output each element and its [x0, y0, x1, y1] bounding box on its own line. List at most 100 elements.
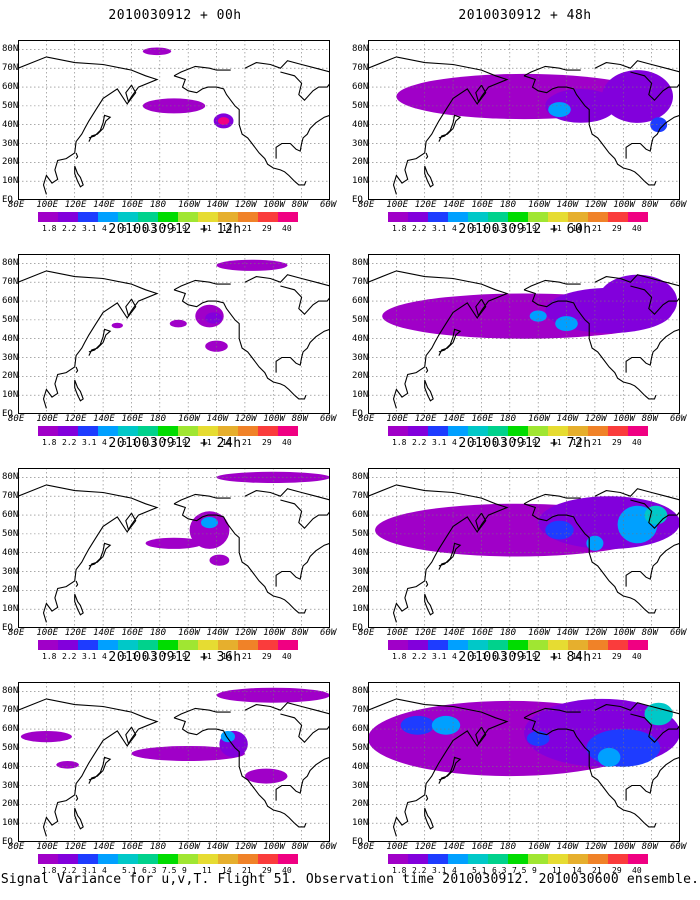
- lon-label: 160E: [121, 200, 144, 210]
- colorbar-swatch: [608, 426, 628, 436]
- coastline: [275, 114, 330, 159]
- coastline: [625, 542, 680, 587]
- colorbar-swatch: [388, 854, 408, 864]
- lat-label: 80N: [2, 44, 19, 55]
- lat-label: 10N: [352, 604, 369, 615]
- lat-label: 40N: [352, 761, 369, 772]
- lat-label: 40N: [2, 119, 19, 130]
- lat-label: 10N: [2, 176, 19, 187]
- colorbar-swatch: [238, 640, 258, 650]
- coastline: [280, 713, 330, 743]
- lat-label: 30N: [352, 566, 369, 577]
- lon-label: 140W: [206, 842, 229, 852]
- lat-label: 10N: [2, 818, 19, 829]
- lat-label: 20N: [2, 157, 19, 168]
- colorbar-label: 21: [592, 438, 602, 447]
- lon-label: 80E: [8, 200, 25, 210]
- colorbar-label: 2.2: [412, 224, 427, 233]
- lat-label: 40N: [352, 333, 369, 344]
- lon-label: 140E: [443, 200, 465, 210]
- colorbar-label: 7.5: [162, 224, 177, 233]
- colorbar-swatch: [98, 854, 118, 864]
- coastline: [368, 698, 509, 837]
- lon-label: 120W: [234, 628, 257, 638]
- variance-region: [189, 511, 230, 549]
- colorbar-label: 6.3: [492, 866, 507, 875]
- forecast-panel: 2010030912 + 60h 80N 70N 60N 50N 40N 30N 20N 10N…: [350, 214, 700, 447]
- lat-label: 20N: [352, 157, 369, 168]
- colorbar-label: 11: [202, 224, 212, 233]
- colorbar-swatch: [508, 212, 528, 222]
- lon-label: 180: [149, 414, 167, 424]
- lon-label: 140E: [93, 628, 115, 638]
- lon-label: 160W: [528, 842, 550, 852]
- colorbar-label: 1.8: [392, 652, 407, 661]
- coastline: [594, 488, 680, 501]
- colorbar-label: 9: [182, 866, 187, 875]
- lat-label: 50N: [352, 742, 369, 753]
- colorbar-swatch: [408, 212, 428, 222]
- colorbar-label: 4: [102, 438, 107, 447]
- coastline: [475, 726, 487, 746]
- lon-label: 140W: [206, 414, 229, 424]
- colorbar-swatch: [58, 854, 78, 864]
- lon-label: 120W: [584, 628, 607, 638]
- colorbar-swatch: [58, 426, 78, 436]
- coastline: [625, 756, 680, 801]
- lon-label: 140E: [93, 200, 115, 210]
- colorbar-label: 5.1: [122, 438, 137, 447]
- colorbar-swatch: [508, 854, 528, 864]
- colorbar-label: 14: [222, 652, 232, 661]
- lat-label: 50N: [2, 100, 19, 111]
- lat-label: EQ: [352, 623, 363, 633]
- coastline: [173, 65, 231, 77]
- coastline: [523, 65, 581, 77]
- lon-label: 60W: [670, 628, 687, 638]
- variance-region: [650, 117, 668, 133]
- lon-label: 100E: [386, 842, 409, 852]
- colorbar-swatch: [118, 426, 138, 436]
- coastline: [275, 756, 330, 801]
- lat-label: 50N: [352, 314, 369, 325]
- lat-label: EQ: [352, 837, 363, 847]
- colorbar-label: 9: [532, 438, 537, 447]
- lon-label: 80E: [358, 414, 375, 424]
- lon-label: 100E: [386, 414, 409, 424]
- variance-map: [18, 40, 330, 200]
- colorbar-swatch: [508, 426, 528, 436]
- coastline: [75, 152, 79, 159]
- coastline: [425, 366, 429, 373]
- colorbar-label: 5.1: [472, 652, 487, 661]
- coastline: [18, 270, 159, 409]
- colorbar-label: 1.8: [392, 866, 407, 875]
- coastline: [368, 56, 509, 195]
- colorbar-swatch: [468, 854, 488, 864]
- variance-region: [56, 761, 79, 769]
- colorbar-swatch: [98, 426, 118, 436]
- colorbar-label: 6.3: [142, 866, 157, 875]
- colorbar-swatch: [278, 212, 298, 222]
- colorbar-label: 4: [102, 224, 107, 233]
- variance-region: [548, 102, 571, 118]
- colorbar-label: 7.5: [512, 438, 527, 447]
- colorbar-swatch: [408, 426, 428, 436]
- colorbar-swatch: [178, 640, 198, 650]
- colorbar-swatch: [38, 212, 58, 222]
- coastline: [18, 698, 159, 837]
- variance-map: [368, 40, 680, 200]
- lat-label: 60N: [352, 296, 369, 307]
- coastline: [368, 484, 509, 623]
- variance-region: [244, 768, 288, 784]
- coastline: [244, 274, 330, 287]
- coastline: [18, 484, 159, 623]
- colorbar-swatch: [138, 854, 158, 864]
- coastline: [475, 512, 487, 532]
- colorbar-label: 9: [182, 652, 187, 661]
- lon-label: 120E: [414, 842, 437, 852]
- colorbar-label: 40: [282, 224, 292, 233]
- colorbar-label: 21: [592, 866, 602, 875]
- lat-label: EQ: [2, 195, 13, 205]
- colorbar-swatch: [608, 212, 628, 222]
- colorbar-label: 7.5: [162, 866, 177, 875]
- lon-label: 140W: [556, 628, 579, 638]
